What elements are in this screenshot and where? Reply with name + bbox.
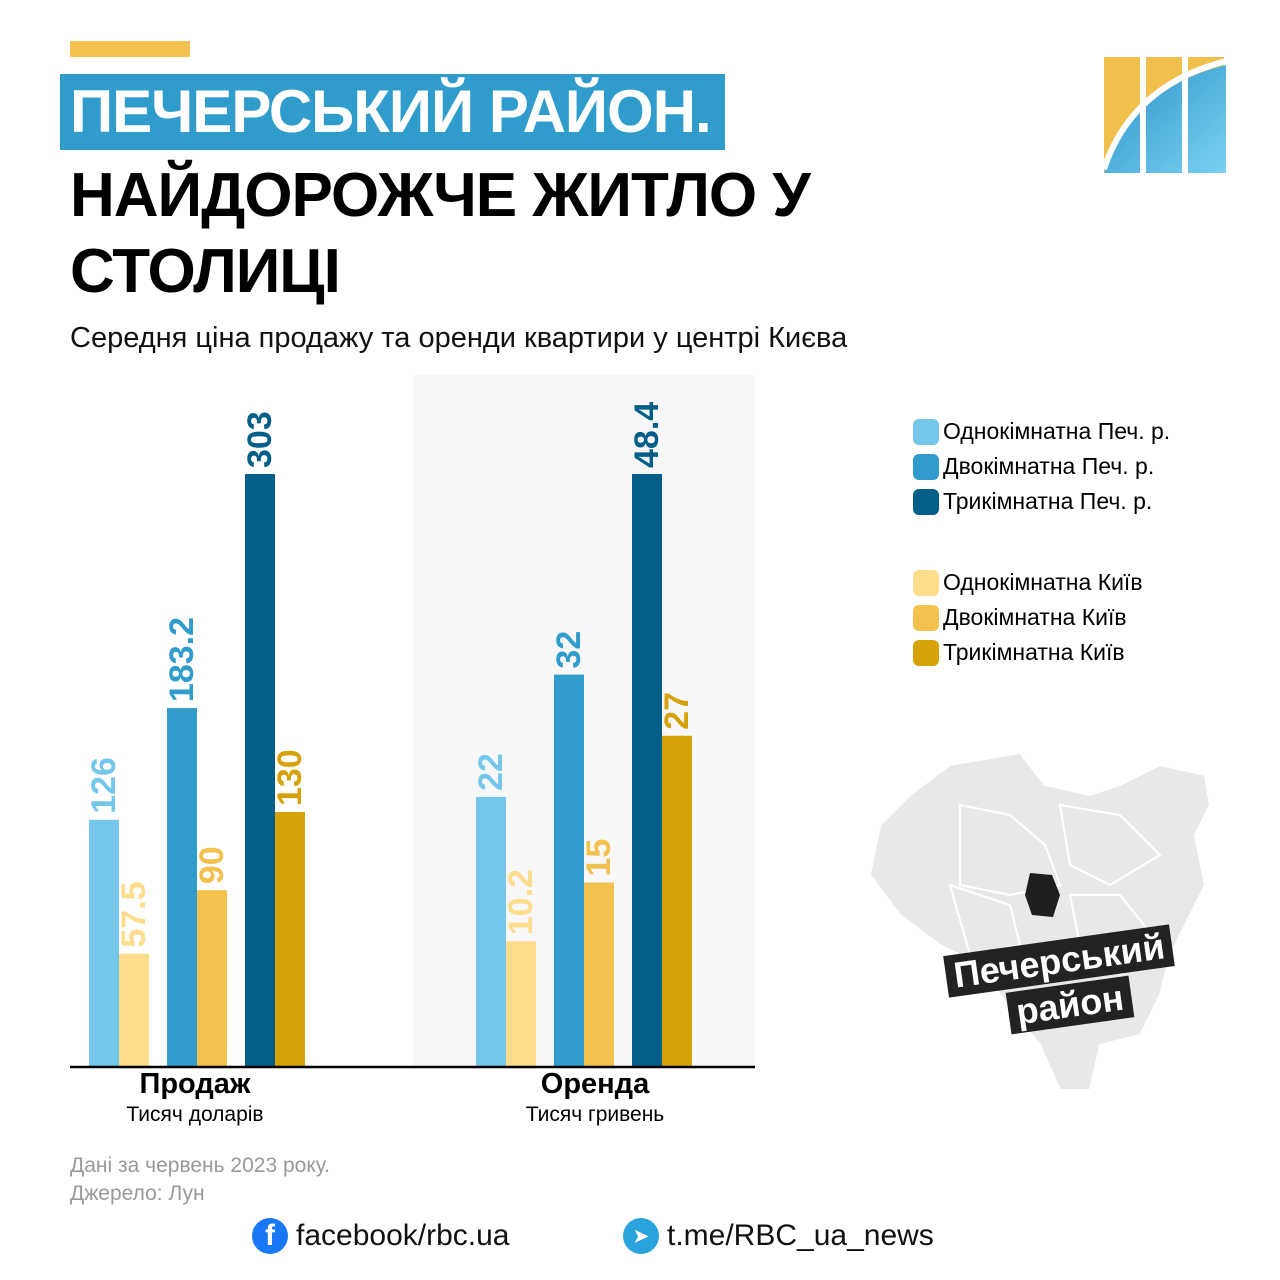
- title-line-1: ПЕЧЕРСЬКИЙ РАЙОН.: [60, 74, 725, 150]
- legend-item: Трикімнатна Печ. р.: [913, 484, 1170, 519]
- bar-rent-5: [662, 735, 692, 1066]
- legend-label: Двокімнатна Київ: [943, 604, 1127, 630]
- pecherskyi-district: [1025, 873, 1060, 917]
- data-label: 126: [85, 757, 123, 814]
- date-note: Дані за червень 2023 року.: [70, 1154, 330, 1177]
- bar-sales-1: [119, 953, 149, 1066]
- data-label: 15: [580, 839, 618, 877]
- legend-label: Трикімнатна Печ. р.: [943, 488, 1153, 514]
- data-label: 303: [241, 411, 279, 468]
- data-label: 10.2: [502, 869, 540, 935]
- facebook-icon: f: [252, 1218, 288, 1254]
- group-label: Оренда: [540, 1068, 650, 1100]
- source-note: Джерело: Лун: [70, 1182, 205, 1205]
- legend-pecherskyi: Однокімнатна Печ. р. Двокімнатна Печ. р.…: [913, 414, 1170, 519]
- legend-label: Двокімнатна Печ. р.: [943, 453, 1155, 479]
- bar-sales-0: [89, 819, 119, 1066]
- title-line-2: НАЙДОРОЖЧЕ ЖИТЛО У СТОЛИЦІ: [70, 161, 811, 306]
- facebook-text: facebook/rbc.ua: [296, 1219, 510, 1252]
- legend-item: Трикімнатна Київ: [913, 635, 1143, 670]
- bar-rent-4: [632, 474, 662, 1066]
- facebook-link[interactable]: f facebook/rbc.ua: [252, 1218, 509, 1254]
- group-rent: Оренда Тисяч гривень: [465, 1068, 725, 1127]
- bar-rent-3: [584, 882, 614, 1066]
- subtitle: Середня ціна продажу та оренди квартири …: [70, 322, 848, 354]
- kyiv-map: [868, 751, 1212, 1091]
- legend-item: Двокімнатна Печ. р.: [913, 449, 1170, 484]
- legend-label: Однокімнатна Київ: [943, 569, 1143, 595]
- legend-label: Однокімнатна Печ. р.: [943, 418, 1171, 444]
- bar-sales-4: [245, 474, 275, 1066]
- data-label: 57.5: [115, 881, 153, 947]
- legend-item: Однокімнатна Печ. р.: [913, 414, 1170, 449]
- group-label: Продаж: [139, 1068, 251, 1100]
- data-label: 130: [271, 749, 309, 806]
- telegram-icon: ➤: [623, 1218, 659, 1254]
- legend-kyiv: Однокімнатна Київ Двокімнатна Київ Трикі…: [913, 565, 1143, 670]
- data-label: 90: [193, 846, 231, 884]
- data-label: 22: [472, 753, 510, 791]
- footer-notes: Дані за червень 2023 року. Джерело: Лун: [70, 1152, 330, 1208]
- data-label: 32: [550, 631, 588, 669]
- telegram-text: t.me/RBC_ua_news: [667, 1219, 934, 1252]
- bar-sales-5: [275, 812, 305, 1066]
- legend-label: Трикімнатна Київ: [943, 639, 1125, 665]
- accent-bar: [70, 41, 190, 57]
- data-label: 48.4: [628, 402, 666, 468]
- bar-sales-2: [167, 708, 197, 1066]
- group-sales: Продаж Тисяч доларів: [65, 1068, 325, 1127]
- group-unit: Тисяч гривень: [525, 1103, 665, 1126]
- group-unit: Тисяч доларів: [126, 1103, 264, 1126]
- bar-rent-0: [476, 796, 506, 1066]
- legend-item: Двокімнатна Київ: [913, 600, 1143, 635]
- rbc-logo: [1104, 57, 1226, 175]
- data-label: 183.2: [163, 617, 201, 702]
- bar-rent-2: [554, 674, 584, 1066]
- telegram-link[interactable]: ➤ t.me/RBC_ua_news: [623, 1218, 934, 1254]
- bar-rent-1: [506, 941, 536, 1066]
- bar-sales-3: [197, 890, 227, 1066]
- data-label: 27: [658, 692, 696, 730]
- legend-item: Однокімнатна Київ: [913, 565, 1143, 600]
